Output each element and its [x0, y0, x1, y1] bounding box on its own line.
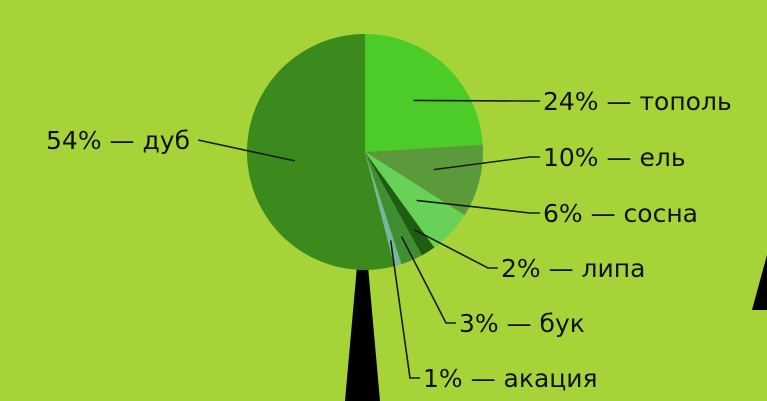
tree-trunk [345, 255, 380, 401]
leader-line [433, 156, 540, 171]
leader-line [197, 139, 295, 162]
slice-label: 10% — ель [543, 143, 686, 172]
slice-label: 54% — дуб [46, 126, 190, 155]
pie-slice [365, 144, 483, 216]
pie-slice [247, 34, 395, 270]
leader-line [400, 236, 456, 324]
pie-slice [365, 34, 483, 152]
slice-label: 1% — акация [423, 364, 598, 393]
leader-line [389, 240, 420, 379]
slice-label: 2% — липа [501, 254, 645, 283]
leader-line [413, 229, 498, 269]
slice-label: 6% — сосна [543, 199, 698, 228]
pie-slice [365, 152, 435, 256]
slice-label: 3% — бук [459, 309, 585, 338]
leader-line [416, 199, 540, 214]
pie-slice [365, 152, 422, 265]
pie-slice [365, 152, 402, 267]
leader-line [413, 99, 540, 102]
pie-slice [365, 152, 465, 248]
slice-label: 24% — тополь [543, 87, 732, 116]
corner-shape [752, 255, 767, 310]
